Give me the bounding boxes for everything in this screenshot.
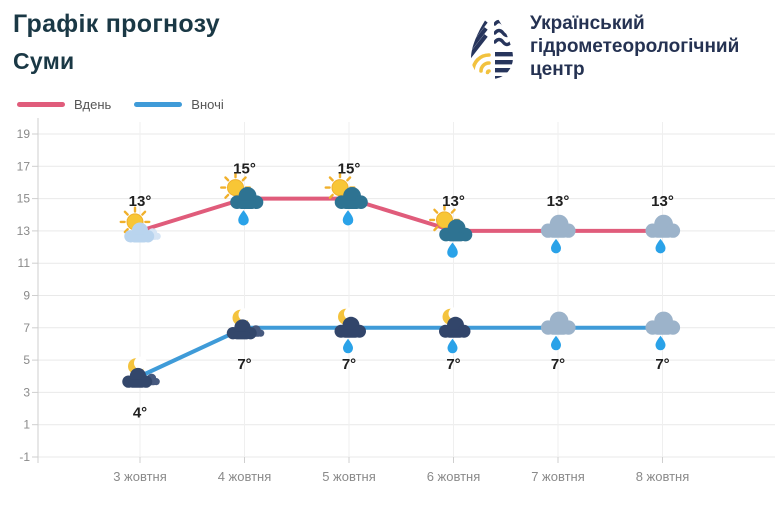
x-tick-label: 3 жовтня xyxy=(113,469,167,484)
org-name-line3: центр xyxy=(530,59,585,81)
weather-icon-cloud-rain xyxy=(540,311,576,351)
temp-label: 13° xyxy=(129,193,152,210)
y-tick-label: 3 xyxy=(23,385,30,399)
x-tick-label: 4 жовтня xyxy=(218,469,272,484)
weather-icon-moon-cloud-rain xyxy=(334,307,366,354)
day-series-label: Вдень xyxy=(74,97,112,112)
y-tick-label: 9 xyxy=(23,289,30,303)
hydromet-drop-icon xyxy=(471,10,513,79)
org-logo: Український гідрометеорологічний центр xyxy=(466,8,739,92)
temp-label: 13° xyxy=(442,193,465,210)
x-tick-label: 5 жовтня xyxy=(322,469,376,484)
y-tick-label: 7 xyxy=(23,321,30,335)
night-series-swatch xyxy=(134,102,183,107)
temp-label: 4° xyxy=(133,404,147,421)
y-tick-label: 1 xyxy=(23,418,30,432)
x-tick-label: 7 жовтня xyxy=(531,469,585,484)
weather-icon-moon-cloud xyxy=(122,356,160,388)
y-tick-label: 13 xyxy=(17,224,31,238)
night-series-label: Вночі xyxy=(191,97,224,112)
temp-label: 7° xyxy=(342,356,356,373)
x-tick-label: 8 жовтня xyxy=(636,469,690,484)
org-name-line1: Український xyxy=(530,13,645,34)
y-tick-label: -1 xyxy=(19,450,30,464)
page-subtitle: Суми xyxy=(13,48,75,74)
org-name: Український гідрометеорологічний центр xyxy=(530,8,739,82)
weather-icon-moon-cloud-rain xyxy=(439,307,471,354)
weather-icon-sun-cloud-rain xyxy=(220,172,264,226)
temp-label: 13° xyxy=(651,193,674,210)
temp-label: 7° xyxy=(551,356,565,373)
y-tick-label: 15 xyxy=(17,192,31,206)
x-tick-label: 6 жовтня xyxy=(427,469,481,484)
weather-icon-sun-cloud-rain xyxy=(324,172,368,226)
temp-label: 15° xyxy=(233,161,256,178)
weather-icon-moon-cloud xyxy=(226,308,265,340)
org-name-line2: гідрометеорологічний xyxy=(530,36,740,58)
day-line xyxy=(138,196,665,233)
chart-legend: Вдень Вночі xyxy=(17,97,238,112)
y-tick-label: 11 xyxy=(18,256,31,270)
weather-icon-sun-cloud-rain xyxy=(429,204,473,258)
weather-icon-sun-cloud xyxy=(119,206,161,243)
temp-label: 7° xyxy=(237,356,251,373)
night-line xyxy=(138,325,665,379)
weather-icon-cloud-rain xyxy=(645,311,681,351)
temp-label: 7° xyxy=(446,356,460,373)
temp-label: 7° xyxy=(655,356,669,373)
y-tick-label: 5 xyxy=(23,353,30,367)
page-title: Графік прогнозу xyxy=(13,10,220,38)
weather-icon-cloud-rain xyxy=(540,214,576,254)
temp-label: 13° xyxy=(547,193,570,210)
weather-icon-cloud-rain xyxy=(645,214,681,254)
temp-label: 15° xyxy=(338,161,361,178)
y-tick-label: 17 xyxy=(17,159,31,173)
y-tick-label: 19 xyxy=(17,127,31,141)
day-series-swatch xyxy=(17,102,65,107)
